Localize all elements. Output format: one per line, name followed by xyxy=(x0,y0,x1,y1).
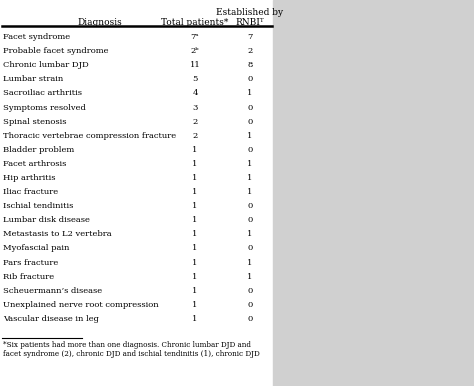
Text: Facet arthrosis: Facet arthrosis xyxy=(3,160,66,168)
Text: 1: 1 xyxy=(192,230,198,239)
Text: 2: 2 xyxy=(192,132,198,140)
Text: Rib fracture: Rib fracture xyxy=(3,273,54,281)
Text: 1: 1 xyxy=(247,259,253,267)
Text: 11: 11 xyxy=(190,61,201,69)
Text: Unexplained nerve root compression: Unexplained nerve root compression xyxy=(3,301,159,309)
Text: Facet syndrome: Facet syndrome xyxy=(3,33,70,41)
Text: Metastasis to L2 vertebra: Metastasis to L2 vertebra xyxy=(3,230,111,239)
Text: 0: 0 xyxy=(247,301,253,309)
Text: 1: 1 xyxy=(247,273,253,281)
Text: Bladder problem: Bladder problem xyxy=(3,146,74,154)
Text: 1: 1 xyxy=(192,273,198,281)
Text: 0: 0 xyxy=(247,146,253,154)
Text: Ischial tendinitis: Ischial tendinitis xyxy=(3,202,73,210)
Text: 1: 1 xyxy=(247,90,253,97)
Text: Thoracic vertebrae compression fracture: Thoracic vertebrae compression fracture xyxy=(3,132,176,140)
Text: 3: 3 xyxy=(192,103,198,112)
Text: 1: 1 xyxy=(192,315,198,323)
Text: 1: 1 xyxy=(192,188,198,196)
Text: 7: 7 xyxy=(247,33,253,41)
Text: 1: 1 xyxy=(192,202,198,210)
Text: Total patients*: Total patients* xyxy=(161,18,228,27)
Text: 8: 8 xyxy=(247,61,253,69)
Text: Lumbar strain: Lumbar strain xyxy=(3,75,63,83)
Text: 1: 1 xyxy=(192,216,198,224)
Text: Lumbar disk disease: Lumbar disk disease xyxy=(3,216,90,224)
Text: Chronic lumbar DJD: Chronic lumbar DJD xyxy=(3,61,89,69)
Text: Pars fracture: Pars fracture xyxy=(3,259,58,267)
Text: 1: 1 xyxy=(192,160,198,168)
Text: 0: 0 xyxy=(247,103,253,112)
Text: 1: 1 xyxy=(192,244,198,252)
Text: Diagnosis: Diagnosis xyxy=(78,18,122,27)
Text: Myofascial pain: Myofascial pain xyxy=(3,244,69,252)
Text: 1: 1 xyxy=(192,287,198,295)
Text: 1: 1 xyxy=(247,174,253,182)
Text: 4: 4 xyxy=(192,90,198,97)
Text: 0: 0 xyxy=(247,202,253,210)
Text: Vascular disease in leg: Vascular disease in leg xyxy=(3,315,99,323)
Text: 1: 1 xyxy=(247,132,253,140)
Text: RNBIᵀ: RNBIᵀ xyxy=(236,18,264,27)
Text: 0: 0 xyxy=(247,216,253,224)
Bar xyxy=(273,0,474,386)
Text: 2: 2 xyxy=(247,47,253,55)
Text: 7ᵃ: 7ᵃ xyxy=(191,33,199,41)
Text: 1: 1 xyxy=(247,160,253,168)
Text: 2: 2 xyxy=(192,118,198,125)
Text: facet syndrome (2), chronic DJD and ischial tendinitis (1), chronic DJD: facet syndrome (2), chronic DJD and isch… xyxy=(3,350,260,358)
Text: Sacroiliac arthritis: Sacroiliac arthritis xyxy=(3,90,82,97)
Text: Hip arthritis: Hip arthritis xyxy=(3,174,55,182)
Text: 1: 1 xyxy=(192,146,198,154)
Text: 1: 1 xyxy=(192,301,198,309)
Text: 0: 0 xyxy=(247,287,253,295)
Text: 0: 0 xyxy=(247,75,253,83)
Text: Iliac fracture: Iliac fracture xyxy=(3,188,58,196)
Text: 5: 5 xyxy=(192,75,198,83)
Text: Scheuermann’s disease: Scheuermann’s disease xyxy=(3,287,102,295)
Text: Symptoms resolved: Symptoms resolved xyxy=(3,103,86,112)
Text: Established by: Established by xyxy=(217,8,283,17)
Text: Probable facet syndrome: Probable facet syndrome xyxy=(3,47,109,55)
Text: *Six patients had more than one diagnosis. Chronic lumbar DJD and: *Six patients had more than one diagnosi… xyxy=(3,341,251,349)
Text: 1: 1 xyxy=(192,174,198,182)
Text: 1: 1 xyxy=(247,188,253,196)
Text: 0: 0 xyxy=(247,118,253,125)
Text: 1: 1 xyxy=(192,259,198,267)
Text: Spinal stenosis: Spinal stenosis xyxy=(3,118,66,125)
Text: 0: 0 xyxy=(247,315,253,323)
Text: 1: 1 xyxy=(247,230,253,239)
Text: 2ᵇ: 2ᵇ xyxy=(191,47,199,55)
Text: 0: 0 xyxy=(247,244,253,252)
